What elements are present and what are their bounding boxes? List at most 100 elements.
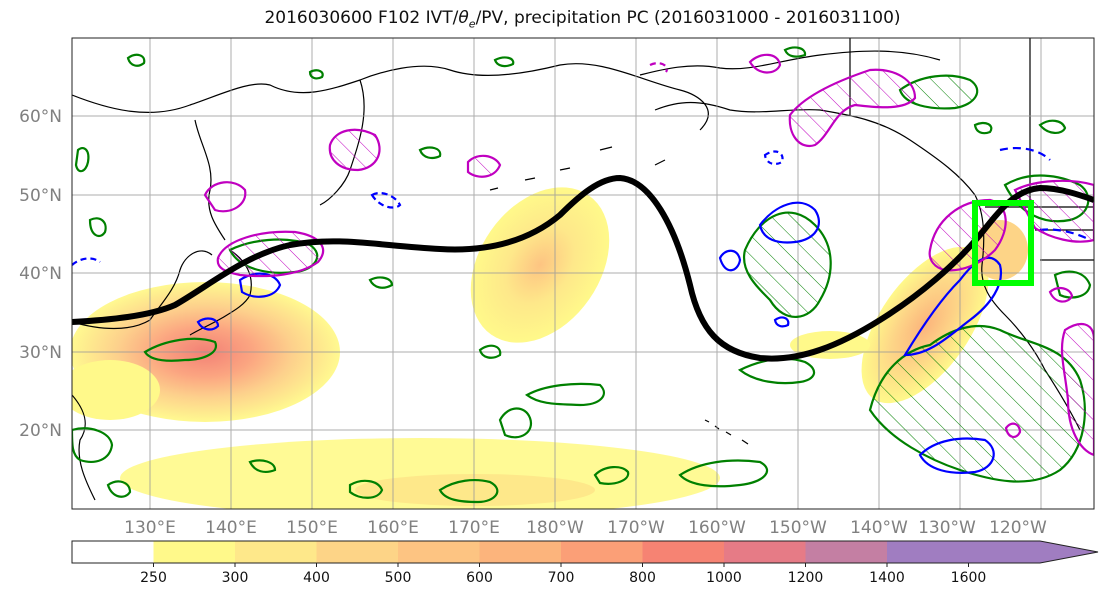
colorbar-segment xyxy=(805,541,888,563)
blue-contour xyxy=(918,437,995,474)
coastline-hawaii xyxy=(704,419,749,445)
green-contour xyxy=(72,427,114,463)
coastline-aleutians xyxy=(489,146,666,191)
lon-label: 150°W xyxy=(769,518,827,538)
green-contour xyxy=(898,74,979,110)
green-contour xyxy=(737,357,816,385)
green-contour xyxy=(348,479,384,499)
colorbar-tick-label: 800 xyxy=(629,570,656,586)
lon-label: 160°W xyxy=(688,518,746,538)
lat-label: 50°N xyxy=(19,186,62,206)
magenta-contour xyxy=(748,53,782,74)
figure-title: 2016030600 F102 IVT/θe/PV, precipitation… xyxy=(0,8,1105,30)
map-area xyxy=(72,38,1094,509)
colorbar-segment xyxy=(235,541,317,563)
green-contour xyxy=(593,466,630,485)
title-theta: θ xyxy=(458,8,469,28)
green-contour xyxy=(973,121,993,135)
colorbar-tick-label: 1200 xyxy=(788,570,824,586)
coastline-okhotsk xyxy=(194,119,226,241)
colorbar-outline xyxy=(71,540,1099,564)
colorbar-tick-label: 300 xyxy=(222,570,249,586)
colorbar-segment xyxy=(479,541,562,563)
green-contour xyxy=(493,56,515,68)
green-contour xyxy=(88,217,107,238)
blue-contour xyxy=(370,191,402,209)
lon-label: 130°W xyxy=(918,518,976,538)
colorbar-segment xyxy=(316,541,399,563)
green-contour xyxy=(74,146,90,173)
green-contour xyxy=(126,53,146,67)
colorbar-tick-label: 250 xyxy=(140,570,167,586)
colorbar-tick-label: 600 xyxy=(466,570,493,586)
green-contour xyxy=(248,459,277,473)
lat-label: 60°N xyxy=(19,107,62,127)
blue-contour xyxy=(718,249,742,272)
coastline-china-south xyxy=(72,394,96,501)
title-suffix: /PV, precipitation PC (2016031000 - 2016… xyxy=(475,8,901,28)
region-box xyxy=(972,200,1034,286)
map-frame xyxy=(71,37,1095,510)
green-contour xyxy=(678,459,768,488)
magenta-contour xyxy=(928,198,1007,272)
colorbar-tick-label: 1600 xyxy=(951,570,987,586)
green-contour xyxy=(368,276,394,289)
coastline-korea-china xyxy=(72,250,213,330)
lon-label: 170°W xyxy=(607,518,665,538)
title-prefix: 2016030600 F102 IVT/ xyxy=(264,8,459,28)
colorbar-tick-label: 400 xyxy=(303,570,330,586)
lat-labels: 60°N 50°N 40°N 30°N 20°N xyxy=(19,107,62,441)
green-contour xyxy=(106,480,132,498)
lon-labels: 130°E 140°E 150°E 160°E 170°E 180°W 170°… xyxy=(124,518,1047,538)
green-contour xyxy=(1038,119,1067,134)
lat-label: 30°N xyxy=(19,343,62,363)
magenta-contour xyxy=(788,68,917,148)
magenta-contour xyxy=(1048,286,1074,303)
colorbar-segment xyxy=(724,541,806,563)
lon-label: 140°W xyxy=(850,518,908,538)
magenta-contour xyxy=(328,128,381,172)
colorbar-segment xyxy=(887,541,969,563)
title-theta-sub: e xyxy=(468,17,476,31)
lon-label: 170°E xyxy=(448,518,500,538)
colorbar-segment xyxy=(72,541,154,563)
magenta-contour xyxy=(203,181,247,213)
green-contour xyxy=(498,407,533,439)
colorbar-segment xyxy=(561,541,643,563)
ivt-feature xyxy=(470,187,610,343)
colorbar-extend-arrow xyxy=(968,541,1098,563)
lat-label: 20°N xyxy=(19,421,62,441)
colorbar-tick-label: 500 xyxy=(385,570,412,586)
lon-label: 180°W xyxy=(526,518,584,538)
blue-contour xyxy=(196,317,220,331)
colorbar-tick-label: 1000 xyxy=(706,570,742,586)
lon-label: 120°W xyxy=(989,518,1047,538)
coastline-asia xyxy=(72,63,709,131)
lon-label: 130°E xyxy=(124,518,176,538)
blue-contour xyxy=(758,201,820,244)
green-contour xyxy=(143,337,218,362)
blue-contour xyxy=(72,257,101,266)
blue-contour xyxy=(773,316,790,328)
green-contour xyxy=(418,146,442,160)
colorbar-segment xyxy=(642,541,725,563)
colorbar-tick-label: 1400 xyxy=(869,570,905,586)
green-contour xyxy=(783,46,807,58)
green-contour xyxy=(525,382,605,407)
ivt-feature xyxy=(355,474,595,506)
green-contour xyxy=(308,69,324,80)
lat-label: 40°N xyxy=(19,264,62,284)
magenta-contour xyxy=(649,62,668,73)
magenta-contour xyxy=(466,154,502,178)
green-contour xyxy=(478,344,502,359)
magenta-contour xyxy=(1004,422,1022,438)
blue-contour xyxy=(763,150,784,166)
green-contour xyxy=(1053,270,1092,299)
colorbar-tick-label: 700 xyxy=(548,570,575,586)
colorbar: 250 300 400 500 600 700 800 1000 1200 1400 1600 xyxy=(71,540,1099,586)
green-contour xyxy=(438,479,499,504)
colorbar-segment xyxy=(153,541,236,563)
magenta-contour xyxy=(1060,322,1094,457)
blue-contour xyxy=(903,256,1003,357)
